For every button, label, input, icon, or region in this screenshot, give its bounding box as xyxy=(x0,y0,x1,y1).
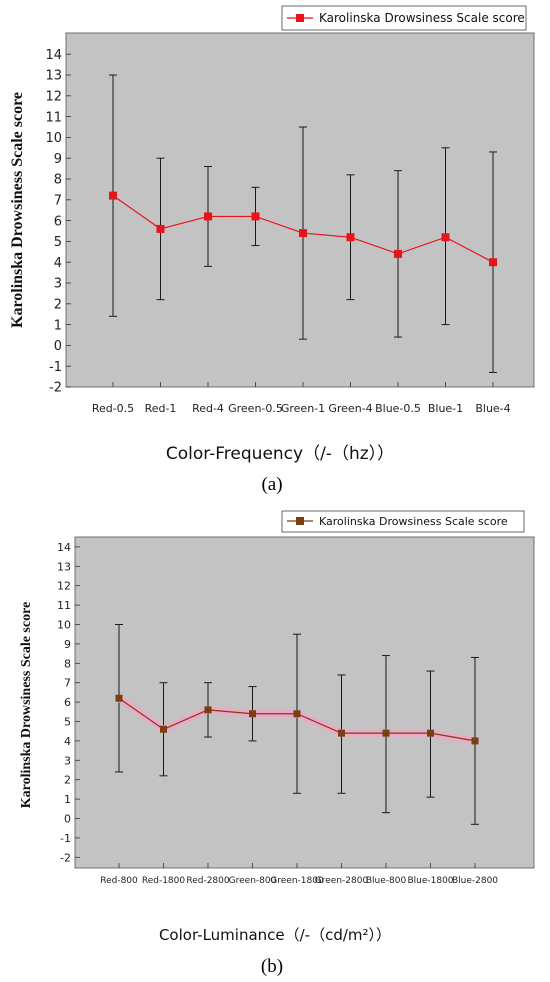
chart-b-ytick-label: 10 xyxy=(57,618,71,631)
chart-b-ytick-label: -2 xyxy=(60,851,71,864)
chart-a-ytick-label: 10 xyxy=(45,131,62,146)
chart-b-xtick-label: Red-2800 xyxy=(186,876,230,886)
chart-b-xtick-label: Blue-2800 xyxy=(452,876,498,886)
chart-a-data-point xyxy=(346,233,355,242)
chart-a-ytick-label: 3 xyxy=(54,277,62,292)
chart-a-xtick-label: Green-0.5 xyxy=(228,402,283,415)
chart-a-data-point xyxy=(109,191,117,200)
chart-a-xtick-label: Red-0.5 xyxy=(92,402,134,415)
chart-b-xtick-label: Blue-1800 xyxy=(407,876,453,886)
chart-a-ylabel: Karolinska Drowsiness Scale score xyxy=(9,92,26,328)
chart-a-xtick-label: Blue-0.5 xyxy=(375,402,421,415)
chart-b-data-point xyxy=(382,729,390,737)
chart-a-xtick-label: Red-4 xyxy=(192,402,224,415)
chart-b-plot-area xyxy=(74,536,535,869)
chart-a-caption: (a) xyxy=(261,474,282,495)
chart-b-ytick-label: 4 xyxy=(64,735,71,748)
chart-a-ytick-label: 12 xyxy=(45,89,62,104)
chart-a-legend-marker xyxy=(296,14,304,22)
chart-a-ytick-label: 8 xyxy=(54,173,62,188)
chart-a-data-point xyxy=(394,249,402,258)
chart-b-data-point xyxy=(249,710,256,718)
chart-b-data-point xyxy=(115,694,123,702)
chart-b-xtick-label: Green-2800 xyxy=(315,876,369,886)
chart-a-ytick-label: 11 xyxy=(45,110,62,125)
chart-b-ytick-label: 6 xyxy=(64,696,71,709)
chart-b-ylabel: Karolinska Drowsiness Scale score xyxy=(19,602,34,809)
chart-b-xtick-label: Green-1800 xyxy=(270,876,324,886)
chart-a-xtick-label: Green-4 xyxy=(328,402,372,415)
chart-a-xtick-label: Green-1 xyxy=(281,402,325,415)
chart-b-ytick-label: 2 xyxy=(64,774,71,787)
chart-a-ytick-label: 0 xyxy=(54,339,62,354)
chart-a-legend-box xyxy=(281,5,527,31)
chart-b-ytick-label: 8 xyxy=(64,657,71,670)
chart-a-legend: Karolinska Drowsiness Scale score xyxy=(281,5,527,31)
chart-a-ytick-label: 4 xyxy=(54,256,62,271)
chart-b-data-point xyxy=(471,737,479,745)
chart-a-ytick-label: -1 xyxy=(49,360,62,375)
chart-b-data-point xyxy=(160,725,167,733)
chart-a-xtick-label: Blue-4 xyxy=(475,402,510,415)
chart-a-ytick-label: 13 xyxy=(45,69,62,84)
chart-a-xlabel: Color-Frequency（/-（hz）） xyxy=(166,444,394,464)
chart-a-ytick-label: 1 xyxy=(54,318,62,333)
chart-a-data-point xyxy=(251,212,260,221)
chart-b-data-point xyxy=(427,729,434,737)
chart-b-ytick-label: 14 xyxy=(57,541,71,554)
chart-b-xtick-label: Blue-800 xyxy=(366,876,407,886)
chart-a-xtick-label: Blue-1 xyxy=(428,402,463,415)
chart-b-caption: (b) xyxy=(261,956,283,977)
chart-b-legend: Karolinska Drowsiness Scale score xyxy=(281,510,525,533)
chart-a-data-point xyxy=(156,224,165,233)
chart-b-legend-box xyxy=(281,510,525,533)
chart-b-ytick-label: 11 xyxy=(57,599,71,612)
chart-a-ytick-label: 2 xyxy=(54,297,62,312)
chart-b-ytick-label: 3 xyxy=(64,754,71,767)
chart-b-ytick-label: 7 xyxy=(64,677,71,690)
chart-b-ytick-label: 13 xyxy=(57,560,71,573)
chart-b-data-point xyxy=(204,706,212,714)
chart-b-xtick-label: Red-1800 xyxy=(142,876,186,886)
chart-b-ytick-label: 1 xyxy=(64,793,71,806)
chart-a-legend-text: Karolinska Drowsiness Scale score xyxy=(319,11,525,25)
chart-a-ytick-label: -2 xyxy=(49,381,62,396)
chart-a-marks xyxy=(109,74,497,373)
chart-a-data-point xyxy=(441,233,450,242)
chart-b-marks xyxy=(115,624,479,825)
chart-b-data-point xyxy=(338,729,345,737)
chart-a-ytick-label: 14 xyxy=(45,48,62,63)
chart-a-xtick-label: Red-1 xyxy=(145,402,177,415)
chart-a-ytick-label: 5 xyxy=(54,235,62,250)
chart-a-data-point xyxy=(489,258,497,267)
chart-a-ytick-label: 7 xyxy=(54,193,62,208)
chart-a-ytick-label: 6 xyxy=(54,214,62,229)
chart-a-plot-area xyxy=(65,32,535,388)
chart-b-ytick-label: 0 xyxy=(64,812,71,825)
chart-b-ytick-label: 12 xyxy=(57,580,71,593)
chart-b-legend-text: Karolinska Drowsiness Scale score xyxy=(319,515,508,528)
chart-b-ytick-label: -1 xyxy=(60,832,71,845)
chart-b-xlabel: Color-Luminance（/-（cd/m²）） xyxy=(159,926,391,944)
chart-b-xtick-label: Green-800 xyxy=(229,876,277,886)
chart-b-ytick-label: 5 xyxy=(64,715,71,728)
chart-b-xtick-label: Red-800 xyxy=(100,876,138,886)
chart-a-ytick-label: 9 xyxy=(54,152,62,167)
chart-b-data-point xyxy=(293,710,301,718)
chart-b-legend-marker xyxy=(296,517,304,525)
chart-a-data-point xyxy=(299,229,307,238)
chart-a-data-point xyxy=(204,212,212,221)
chart-b-ytick-label: 9 xyxy=(64,638,71,651)
